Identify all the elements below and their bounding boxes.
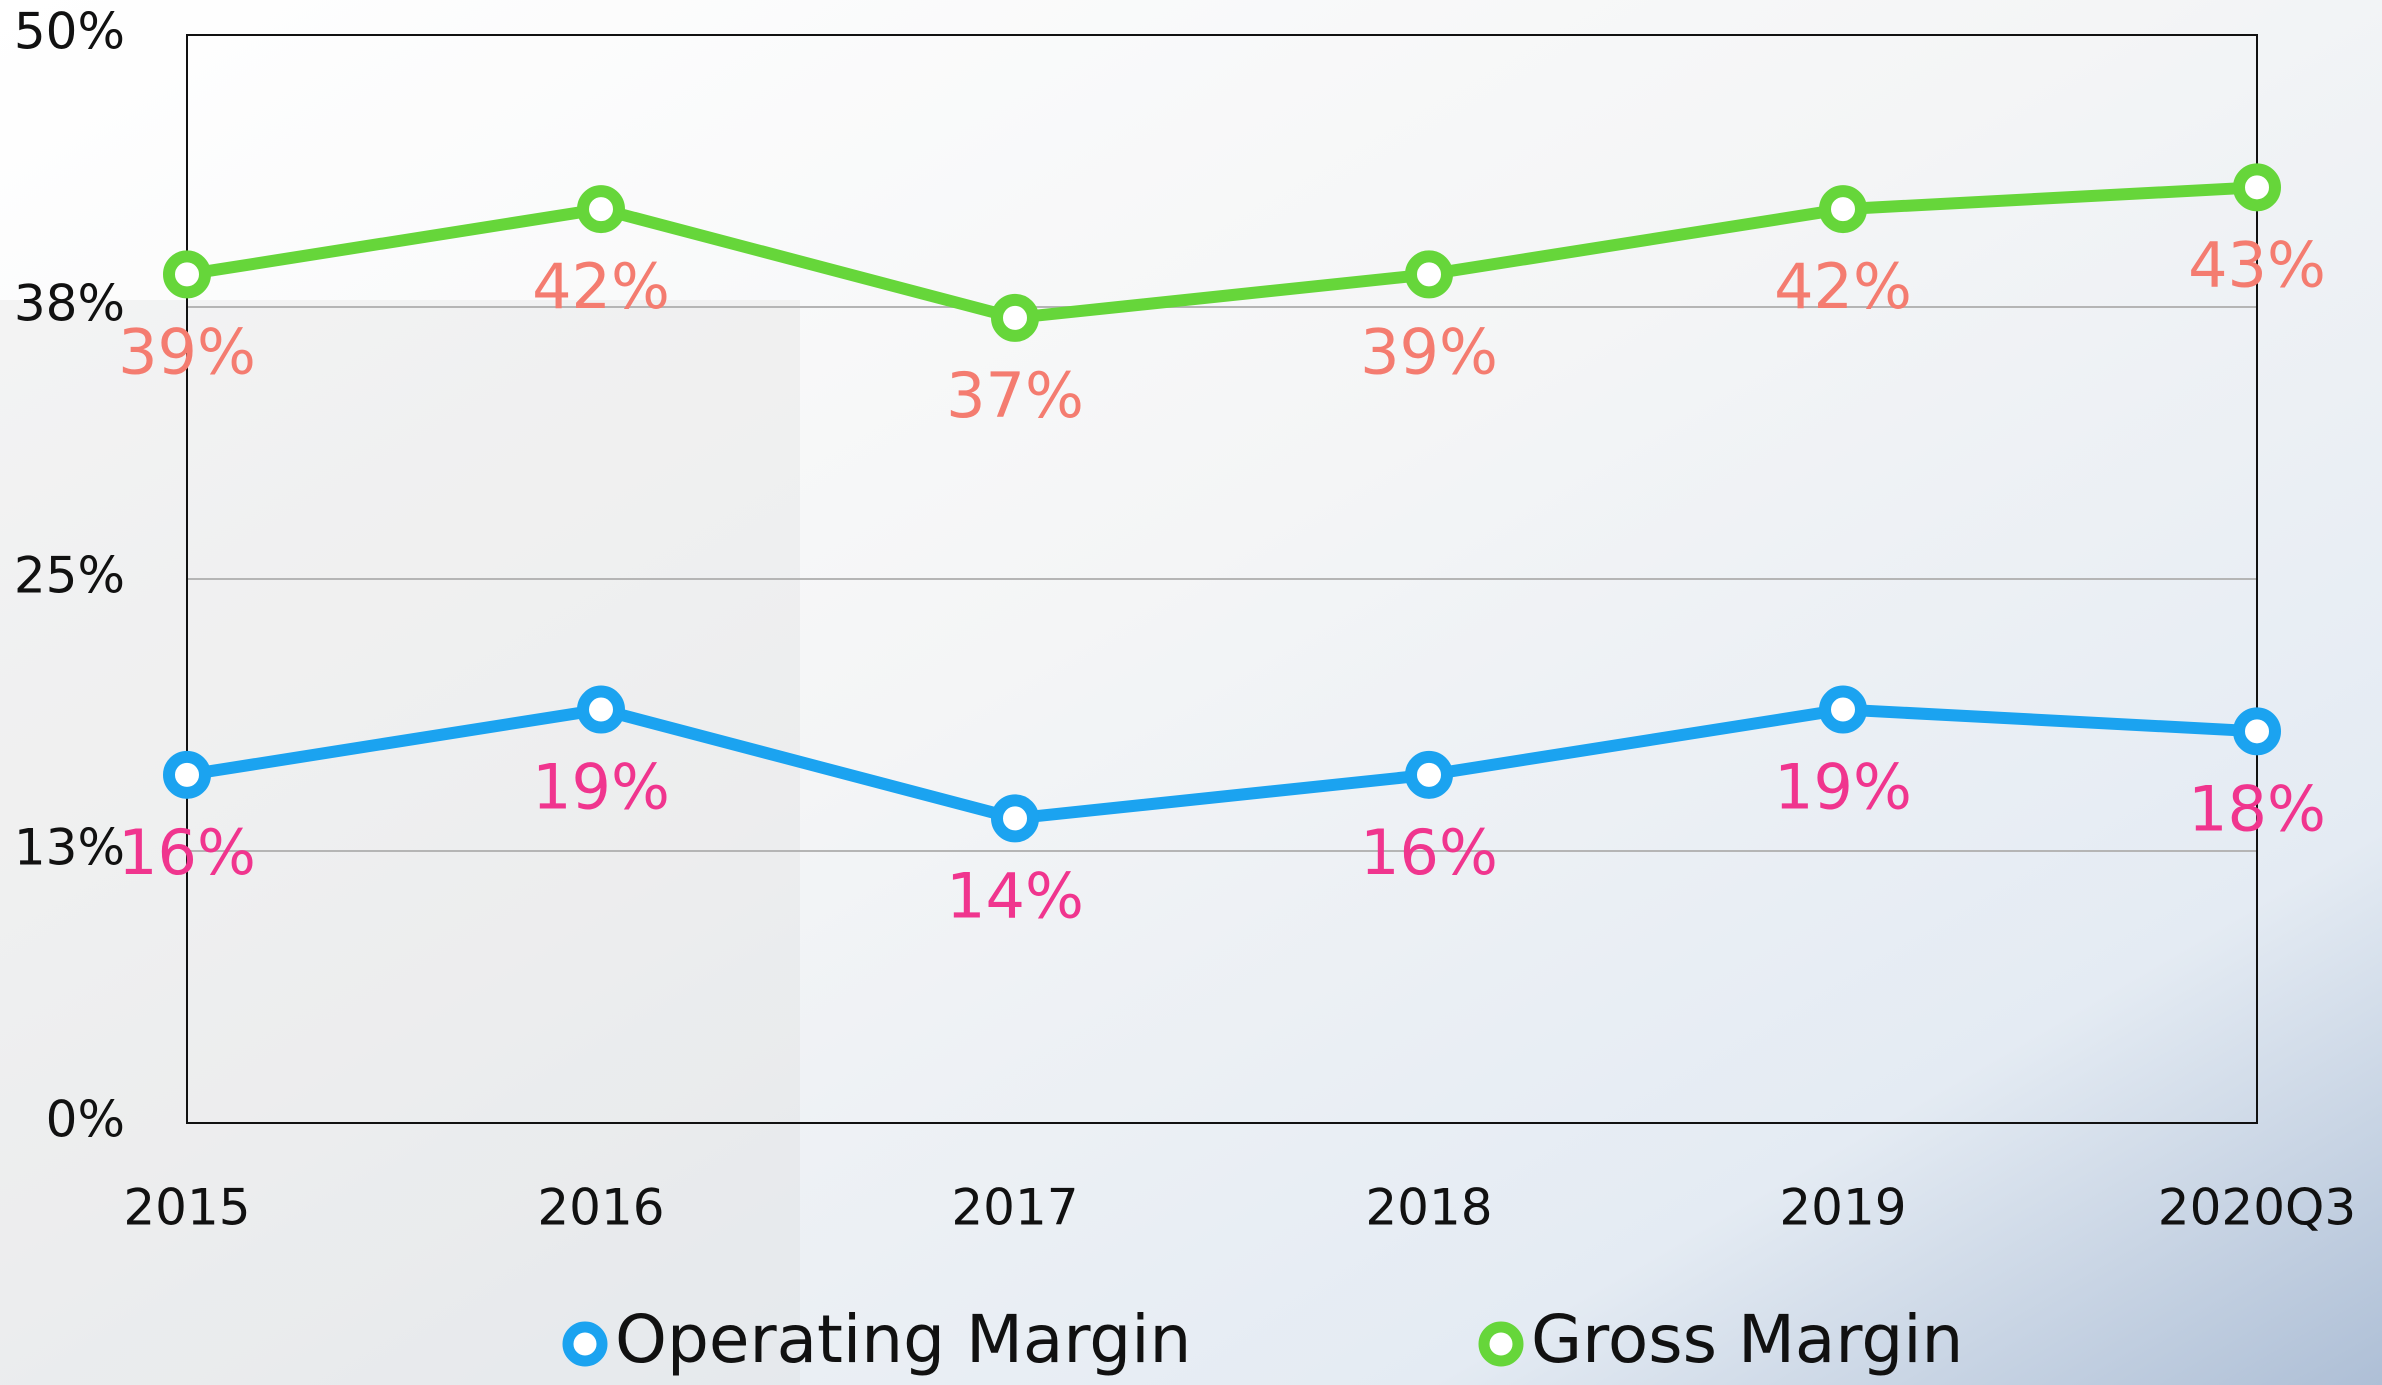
data-label: 19%	[1774, 751, 1912, 824]
y-tick-label: 50%	[14, 3, 125, 61]
data-point	[1405, 750, 1453, 799]
x-tick-label: 2018	[1365, 1179, 1492, 1237]
data-label: 16%	[1360, 816, 1498, 889]
data-label: 14%	[946, 859, 1084, 932]
data-point	[991, 794, 1039, 843]
data-point	[163, 250, 211, 299]
series-line	[186, 703, 2258, 825]
x-tick-label: 2019	[1779, 1179, 1906, 1237]
legend-marker	[1478, 1321, 1524, 1367]
x-tick-label: 2016	[537, 1179, 664, 1237]
data-label: 39%	[118, 315, 256, 388]
data-point	[1819, 185, 1867, 234]
x-tick-label: 2020Q3	[2158, 1179, 2356, 1237]
data-point	[1819, 685, 1867, 734]
data-label: 39%	[1360, 315, 1498, 388]
y-tick-label: 13%	[14, 819, 125, 877]
data-label: 16%	[118, 816, 256, 889]
y-tick-label: 38%	[14, 275, 125, 333]
data-label: 42%	[1774, 250, 1912, 323]
data-label: 37%	[946, 359, 1084, 432]
x-tick-label: 2017	[951, 1179, 1078, 1237]
data-label: 43%	[2188, 228, 2326, 301]
background-photo	[0, 300, 800, 1385]
data-label: 19%	[532, 751, 670, 824]
series-line	[186, 181, 2258, 324]
data-point	[991, 293, 1039, 342]
data-point	[577, 185, 625, 234]
legend-marker	[562, 1321, 608, 1367]
data-point	[577, 685, 625, 734]
x-tick-label: 2015	[123, 1179, 250, 1237]
data-point	[1405, 250, 1453, 299]
y-tick-label: 25%	[14, 547, 125, 605]
data-point	[2233, 163, 2281, 212]
y-tick-label: 0%	[46, 1091, 125, 1149]
plot-frame	[186, 34, 2258, 1124]
legend-label: Operating Margin	[615, 1301, 1191, 1378]
legend-label: Gross Margin	[1531, 1301, 1963, 1378]
data-label: 18%	[2188, 772, 2326, 845]
data-point	[163, 750, 211, 799]
data-point	[2233, 707, 2281, 756]
data-label: 42%	[532, 250, 670, 323]
